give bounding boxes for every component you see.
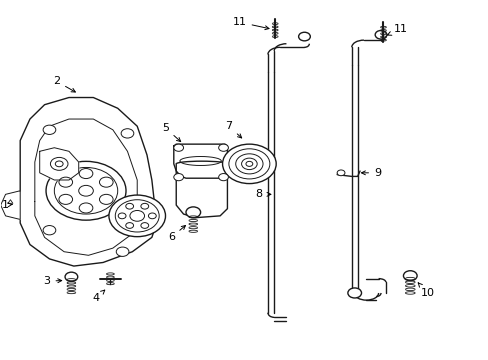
Circle shape [43,226,56,235]
Circle shape [46,161,126,220]
Text: 10: 10 [417,283,433,298]
Circle shape [79,168,93,179]
Circle shape [403,271,416,281]
Text: 6: 6 [167,225,185,242]
Circle shape [141,203,148,209]
Circle shape [59,194,72,204]
Polygon shape [0,191,20,220]
Circle shape [141,222,148,228]
Circle shape [336,170,344,176]
Circle shape [79,203,93,213]
Polygon shape [35,119,137,255]
Circle shape [130,211,144,221]
Circle shape [173,174,183,181]
Circle shape [148,213,156,219]
Circle shape [218,174,228,181]
Circle shape [109,195,165,237]
Circle shape [125,203,133,209]
Circle shape [79,185,93,196]
Circle shape [235,154,263,174]
Text: 11: 11 [232,17,268,30]
Circle shape [43,125,56,134]
Circle shape [59,177,72,187]
Polygon shape [176,164,227,218]
Circle shape [347,288,361,298]
Text: 9: 9 [361,168,381,178]
Text: 5: 5 [162,123,180,141]
Circle shape [185,207,200,218]
Circle shape [54,167,118,214]
Circle shape [218,144,228,151]
Text: 3: 3 [43,276,61,286]
Circle shape [374,31,386,39]
Circle shape [99,194,113,204]
Circle shape [115,200,159,232]
Circle shape [65,272,78,282]
Circle shape [222,144,276,184]
Circle shape [245,161,252,166]
Text: 4: 4 [92,290,104,303]
Text: 8: 8 [255,189,270,199]
Text: 11: 11 [386,24,407,35]
Polygon shape [40,148,79,180]
Polygon shape [20,98,157,266]
Circle shape [50,157,68,170]
Text: 7: 7 [225,121,241,138]
Text: 1: 1 [2,200,12,210]
Circle shape [121,129,134,138]
Circle shape [228,149,269,179]
Circle shape [125,222,133,228]
Circle shape [55,161,63,167]
Text: 2: 2 [53,76,75,92]
Circle shape [173,144,183,151]
Circle shape [298,32,310,41]
Polygon shape [173,144,227,178]
Circle shape [118,213,126,219]
Circle shape [241,158,257,170]
Circle shape [99,177,113,187]
Circle shape [116,247,129,256]
